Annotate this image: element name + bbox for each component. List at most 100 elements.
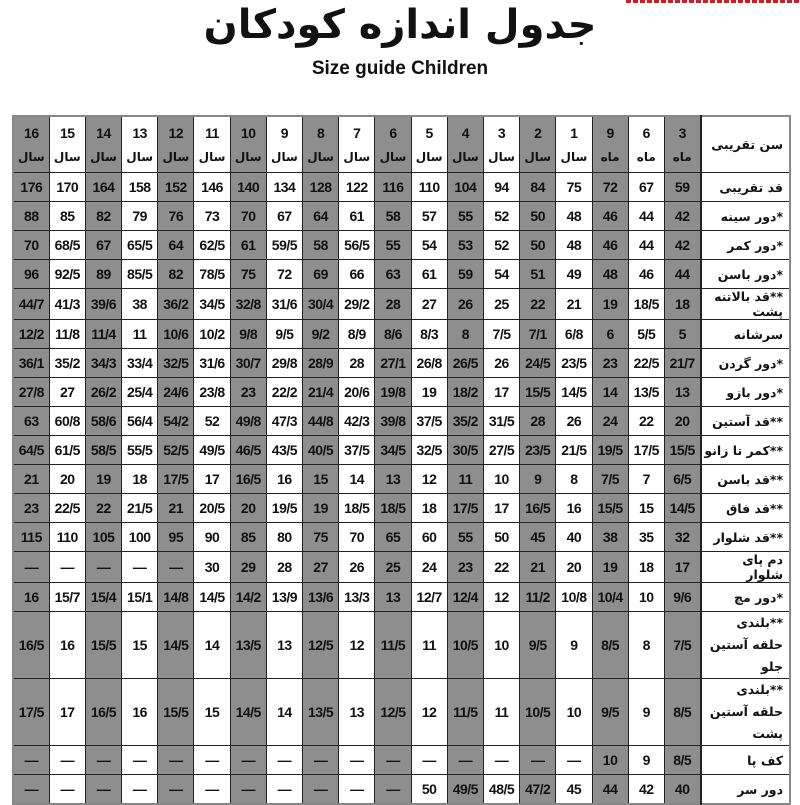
table-cell: 48/5 <box>482 774 521 805</box>
table-row: — — — — — — — — — — — — — — — —10 9 8/5 کف پا <box>12 745 791 775</box>
age-number: 2 <box>534 124 542 141</box>
table-cell: 19 <box>591 288 629 320</box>
table-row: — — — — —30 29 28 27 26 25 24 23 22 21 20 19 18 17 دم پای … <box>12 551 791 583</box>
table-cell: 8 <box>446 319 484 349</box>
table-cell: 44 <box>627 230 665 260</box>
age-unit: سال <box>307 149 334 164</box>
table-cell: 22 <box>627 406 665 436</box>
age-header-cell: 9 ماه <box>591 115 629 173</box>
table-cell: 23 <box>446 551 484 583</box>
age-number: 4 <box>461 124 470 141</box>
table-row: 36/1 35/2 34/3 33/4 32/5 31/6 30/7 29/8 28/9 28 27… <box>12 348 791 378</box>
table-cell: 12 <box>410 678 448 746</box>
table-cell: 116 <box>374 172 412 202</box>
table-cell: 152 <box>157 172 195 202</box>
table-row: 21 20 19 18 17/5 17 16/5 16 15 14 13 12 11 10 9 8 7/5 7 6/… <box>12 464 791 494</box>
age-unit: سال <box>451 149 479 164</box>
table-cell: 47/2 <box>519 774 557 805</box>
table-cell: 122 <box>338 172 376 202</box>
age-number: 5 <box>425 124 434 141</box>
age-header-cell: 16 سال <box>12 115 50 173</box>
table-cell: 48 <box>555 230 593 260</box>
table-row: 12/2 11/8 11/4 11 10/6 10/2 9/8 9/5 9/2 8/9 8/6 8/3… <box>12 319 791 349</box>
table-cell: 9 <box>555 611 593 679</box>
age-unit: سال <box>415 149 443 164</box>
table-cell: 11/4 <box>84 319 123 349</box>
table-cell: 16/5 <box>229 464 267 494</box>
table-cell: 18 <box>121 464 159 494</box>
table-cell: 11 <box>446 464 484 494</box>
table-cell: 34/5 <box>374 435 412 465</box>
table-cell: 56/5 <box>338 230 376 260</box>
table-cell: 66 <box>338 259 376 289</box>
table-cell: 59 <box>663 172 702 202</box>
table-cell: 115 <box>12 522 50 552</box>
table-cell: 24 <box>410 551 448 583</box>
table-cell: 26/8 <box>410 348 448 378</box>
table-cell: 28/9 <box>301 348 340 378</box>
table-cell: 9/5 <box>519 611 557 679</box>
table-cell: 63 <box>12 406 50 436</box>
table-cell: 32/8 <box>229 288 267 320</box>
table-cell: 40 <box>555 522 593 552</box>
table-cell: 9 <box>627 678 665 746</box>
table-cell: 59 <box>446 259 484 289</box>
table-cell: 176 <box>12 172 50 202</box>
table-cell: 21 <box>519 551 557 583</box>
table-cell: 40 <box>663 774 702 805</box>
table-cell: 10/2 <box>193 319 231 349</box>
age-number: 12 <box>168 124 184 141</box>
table-cell: 46 <box>627 259 665 289</box>
row-label: *دور کمر <box>699 230 791 260</box>
table-cell: 12/2 <box>12 319 50 349</box>
table-cell: — <box>193 745 231 775</box>
table-cell: 11/8 <box>48 319 86 349</box>
table-row: 70 68/5 67 65/5 64 62/5 61 59/5 58 56/5 55 54 53 52 50… <box>12 230 791 260</box>
table-cell: — <box>374 745 412 775</box>
table-cell: 34/5 <box>193 288 231 320</box>
table-cell: 10/4 <box>591 582 629 612</box>
table-cell: 44/7 <box>12 288 50 320</box>
age-header-cell: 1 سال <box>555 115 593 173</box>
table-cell: 14 <box>591 377 629 407</box>
table-cell: 50 <box>410 774 448 805</box>
table-cell: 13/9 <box>265 582 304 612</box>
row-label: **بلندی حلقه آستین پشت <box>699 678 791 746</box>
age-number: 11 <box>205 124 219 141</box>
table-cell: — <box>519 745 557 775</box>
table-cell: — <box>121 774 159 805</box>
age-header-cell: 9 سال <box>265 115 304 173</box>
table-cell: 11/2 <box>519 582 557 612</box>
table-cell: 21/4 <box>301 377 340 407</box>
table-cell: 68/5 <box>48 230 86 260</box>
table-cell: 7/5 <box>591 464 629 494</box>
table-cell: 14/8 <box>157 582 195 612</box>
age-header-cell: 4 سال <box>446 115 484 173</box>
table-cell: 67 <box>627 172 665 202</box>
table-cell: 96 <box>12 259 50 289</box>
row-label: کف پا <box>699 745 791 775</box>
watermark-url <box>626 0 800 5</box>
age-number: 9 <box>606 124 614 141</box>
table-cell: 42 <box>663 230 702 260</box>
age-unit: سال <box>524 149 552 164</box>
table-cell: 85 <box>48 201 86 231</box>
table-cell: 30/4 <box>301 288 340 320</box>
table-cell: 15/5 <box>519 377 557 407</box>
table-cell: 46/5 <box>229 435 267 465</box>
table-cell: 61 <box>338 201 376 231</box>
table-cell: 89 <box>84 259 123 289</box>
table-cell: 105 <box>84 522 123 552</box>
table-cell: 6 <box>591 319 629 349</box>
row-label: *دور سینه <box>699 201 791 231</box>
age-unit: سال <box>17 149 45 164</box>
table-cell: 62/5 <box>193 230 231 260</box>
table-cell: 36/1 <box>12 348 50 378</box>
age-unit: سال <box>162 149 190 164</box>
table-cell: 37/5 <box>338 435 376 465</box>
table-cell: 44/8 <box>301 406 340 436</box>
table-cell: 9/2 <box>301 319 340 349</box>
table-cell: 13 <box>338 678 376 746</box>
table-cell: 23/5 <box>555 348 593 378</box>
table-cell: 14 <box>338 464 376 494</box>
